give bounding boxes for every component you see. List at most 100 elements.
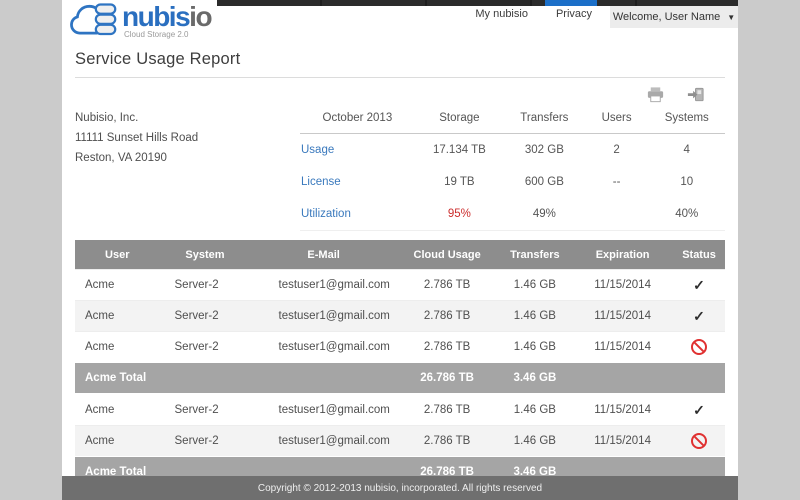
usage-col-status: Status bbox=[673, 240, 725, 270]
cell-email: testuser1@gmail.com bbox=[278, 404, 390, 416]
cell-status: ✓ bbox=[673, 270, 725, 301]
summary-cell: 302 GB bbox=[524, 144, 564, 156]
cell-expiration: 11/15/2014 bbox=[594, 341, 651, 353]
total-label: Acme Total bbox=[75, 362, 160, 395]
brand-name: nubisio bbox=[122, 1, 213, 32]
cell-system: Server-2 bbox=[174, 279, 219, 291]
report-toolbar bbox=[646, 86, 705, 104]
summary-row: License 19 TB 600 GB -- 10 bbox=[300, 166, 725, 198]
company-address: Nubisio, Inc. 11111 Sunset Hills Road Re… bbox=[75, 108, 198, 168]
cell-email: testuser1@gmail.com bbox=[278, 279, 390, 291]
cell-user: Acme bbox=[85, 341, 115, 353]
cell-transfers: 1.46 GB bbox=[513, 404, 556, 416]
total-spacer-email bbox=[250, 362, 397, 395]
summary-cell: 10 bbox=[680, 176, 694, 188]
cell-status: ✓ bbox=[673, 394, 725, 426]
summary-row-label-link[interactable]: Utilization bbox=[300, 198, 415, 231]
total-transfers: 3.46 GB bbox=[497, 362, 573, 395]
usage-table: User System E-Mail Cloud Usage Transfers… bbox=[75, 240, 725, 489]
summary-cell: -- bbox=[612, 176, 621, 188]
blocked-icon bbox=[691, 339, 707, 355]
cell-expiration: 11/15/2014 bbox=[594, 435, 651, 447]
summary-row-label-link[interactable]: License bbox=[301, 176, 341, 188]
check-icon: ✓ bbox=[693, 276, 705, 293]
top-menubar bbox=[217, 0, 738, 6]
page-title: Service Usage Report bbox=[75, 50, 241, 68]
summary-row-label-link[interactable]: Usage bbox=[301, 144, 335, 156]
summary-col-transfers: Transfers bbox=[504, 108, 585, 134]
total-spacer-status bbox=[673, 362, 725, 395]
cell-cloud-usage: 2.786 TB bbox=[423, 341, 471, 353]
usage-col-user: User bbox=[75, 240, 160, 270]
summary-row: Usage 17.134 TB 302 GB 2 4 bbox=[300, 134, 725, 167]
cell-status bbox=[673, 426, 725, 457]
summary-cell: 17.134 TB bbox=[432, 144, 486, 156]
table-row: Acme Server-2 testuser1@gmail.com 2.786 TB 1… bbox=[75, 331, 725, 363]
site-footer: Copyright © 2012-2013 nubisio, incorpora… bbox=[62, 476, 738, 500]
summary-cell bbox=[584, 198, 649, 231]
brand-logo[interactable]: nubisio Cloud Storage 2.0 bbox=[70, 1, 213, 47]
cell-cloud-usage: 2.786 TB bbox=[423, 310, 471, 322]
app-page: nubisio Cloud Storage 2.0 My nubisio Pri… bbox=[62, 0, 738, 500]
print-icon[interactable] bbox=[646, 86, 665, 104]
summary-header-row: October 2013 Storage Transfers Users Sys… bbox=[300, 108, 725, 134]
check-icon: ✓ bbox=[693, 307, 705, 324]
cell-transfers: 1.46 GB bbox=[513, 279, 556, 291]
summary-cell: 40% bbox=[648, 198, 725, 231]
cell-transfers: 1.46 GB bbox=[513, 435, 556, 447]
usage-col-expiration: Expiration bbox=[572, 240, 673, 270]
cell-user: Acme bbox=[85, 404, 115, 416]
cell-transfers: 1.46 GB bbox=[513, 341, 556, 353]
summary-cell: 95% bbox=[414, 198, 504, 231]
top-nav: My nubisio Privacy bbox=[475, 8, 592, 20]
cell-expiration: 11/15/2014 bbox=[594, 279, 651, 291]
copyright-text: Copyright © 2012-2013 nubisio, incorpora… bbox=[257, 482, 543, 494]
cell-email: testuser1@gmail.com bbox=[278, 435, 390, 447]
export-icon[interactable] bbox=[686, 86, 705, 104]
summary-col-storage: Storage bbox=[414, 108, 504, 134]
usage-col-transfers: Transfers bbox=[497, 240, 573, 270]
table-row: Acme Server-2 testuser1@gmail.com 2.786 TB 1… bbox=[75, 269, 725, 301]
summary-row: Utilization 95% 49% 40% bbox=[300, 198, 725, 231]
summary-table: October 2013 Storage Transfers Users Sys… bbox=[300, 108, 725, 231]
cell-transfers: 1.46 GB bbox=[513, 310, 556, 322]
usage-header-row: User System E-Mail Cloud Usage Transfers… bbox=[75, 240, 725, 270]
total-spacer-system bbox=[159, 362, 251, 395]
summary-col-systems: Systems bbox=[648, 108, 725, 134]
summary-cell: 19 TB bbox=[444, 176, 475, 188]
usage-col-cloud-usage: Cloud Usage bbox=[396, 240, 498, 270]
cell-status: ✓ bbox=[673, 301, 725, 332]
cell-user: Acme bbox=[85, 435, 115, 447]
summary-cell: 4 bbox=[683, 144, 690, 156]
check-icon: ✓ bbox=[693, 401, 705, 418]
nav-link-privacy[interactable]: Privacy bbox=[555, 8, 592, 20]
summary-cell: 600 GB bbox=[524, 176, 564, 188]
cell-system: Server-2 bbox=[174, 404, 219, 416]
company-city: Reston, VA 20190 bbox=[75, 152, 167, 164]
cell-user: Acme bbox=[85, 310, 115, 322]
group-total-row: Acme Total 26.786 TB 3.46 GB bbox=[75, 362, 725, 395]
title-divider bbox=[75, 77, 725, 78]
cell-status bbox=[673, 332, 725, 363]
cell-system: Server-2 bbox=[174, 341, 219, 353]
cell-expiration: 11/15/2014 bbox=[594, 404, 651, 416]
table-row: Acme Server-2 testuser1@gmail.com 2.786 TB 1… bbox=[75, 300, 725, 332]
blocked-icon bbox=[691, 433, 707, 449]
usage-col-system: System bbox=[159, 240, 251, 270]
company-street: 11111 Sunset Hills Road bbox=[75, 132, 199, 144]
table-row: Acme Server-2 testuser1@gmail.com 2.786 TB 1… bbox=[75, 425, 725, 457]
total-cloud-usage: 26.786 TB bbox=[396, 362, 498, 395]
usage-col-email: E-Mail bbox=[250, 240, 397, 270]
company-name: Nubisio, Inc. bbox=[75, 112, 139, 124]
menubar-active-indicator bbox=[545, 0, 597, 6]
cell-system: Server-2 bbox=[174, 435, 219, 447]
summary-cell: 2 bbox=[613, 144, 620, 156]
user-menu-dropdown[interactable]: Welcome, User Name ▼ bbox=[610, 6, 738, 28]
summary-col-period: October 2013 bbox=[300, 108, 415, 134]
cloud-storage-logo-icon bbox=[70, 2, 118, 47]
nav-link-my-nubisio[interactable]: My nubisio bbox=[475, 8, 528, 20]
brand-tagline: Cloud Storage 2.0 bbox=[124, 30, 189, 39]
user-menu-label: Welcome, User Name bbox=[612, 11, 721, 23]
cell-cloud-usage: 2.786 TB bbox=[423, 435, 471, 447]
total-spacer-expiration bbox=[572, 362, 673, 395]
